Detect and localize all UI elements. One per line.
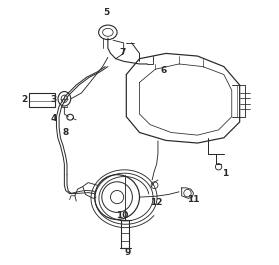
Text: 10: 10: [116, 211, 129, 220]
Text: 5: 5: [104, 8, 110, 17]
Text: 2: 2: [22, 95, 28, 104]
Bar: [29, 93, 55, 107]
Text: 6: 6: [160, 66, 166, 75]
Text: 1: 1: [222, 169, 228, 178]
Text: 12: 12: [150, 198, 163, 207]
Text: 3: 3: [51, 95, 57, 104]
Text: 11: 11: [187, 195, 200, 204]
Text: 8: 8: [62, 128, 69, 137]
Text: 9: 9: [124, 248, 131, 257]
Text: 4: 4: [51, 113, 57, 122]
Text: 7: 7: [119, 48, 126, 57]
